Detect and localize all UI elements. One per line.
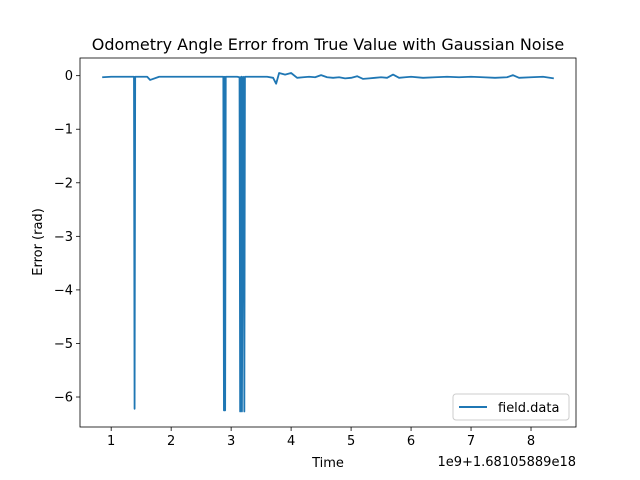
- y-tick-label: −2: [54, 176, 73, 191]
- y-tick-label: −5: [54, 337, 73, 352]
- y-tick-label: −4: [54, 283, 73, 298]
- plot-area: [80, 58, 576, 427]
- series-line-0: [102, 72, 554, 413]
- x-tick-label: 4: [287, 434, 295, 449]
- x-tick-label: 3: [227, 434, 235, 449]
- y-axis-ticks: 0 −1 −2 −3 −4 −5 −6: [54, 69, 80, 406]
- chart-title: Odometry Angle Error from True Value wit…: [92, 35, 564, 54]
- x-tick-label: 2: [167, 434, 175, 449]
- y-axis-label: Error (rad): [31, 208, 46, 276]
- series-layer: [102, 72, 554, 413]
- y-tick-label: −3: [54, 230, 73, 245]
- plot-frame: [79, 57, 577, 428]
- y-tick-label: −1: [54, 123, 73, 138]
- x-tick-label: 8: [527, 434, 535, 449]
- x-axis-ticks: 1 2 3 4 5 6 7 8: [107, 427, 535, 449]
- x-tick-label: 1: [107, 434, 115, 449]
- x-tick-label: 6: [407, 434, 415, 449]
- x-tick-label: 7: [467, 434, 475, 449]
- legend-box: [452, 393, 570, 421]
- legend-label: field.data: [498, 401, 559, 416]
- y-tick-label: 0: [65, 69, 73, 84]
- x-axis-offset-text: 1e9+1.68105889e18: [437, 455, 576, 470]
- x-tick-label: 5: [347, 434, 355, 449]
- legend: field.data: [452, 393, 570, 421]
- x-axis-label: Time: [311, 456, 344, 471]
- y-tick-label: −6: [54, 391, 73, 406]
